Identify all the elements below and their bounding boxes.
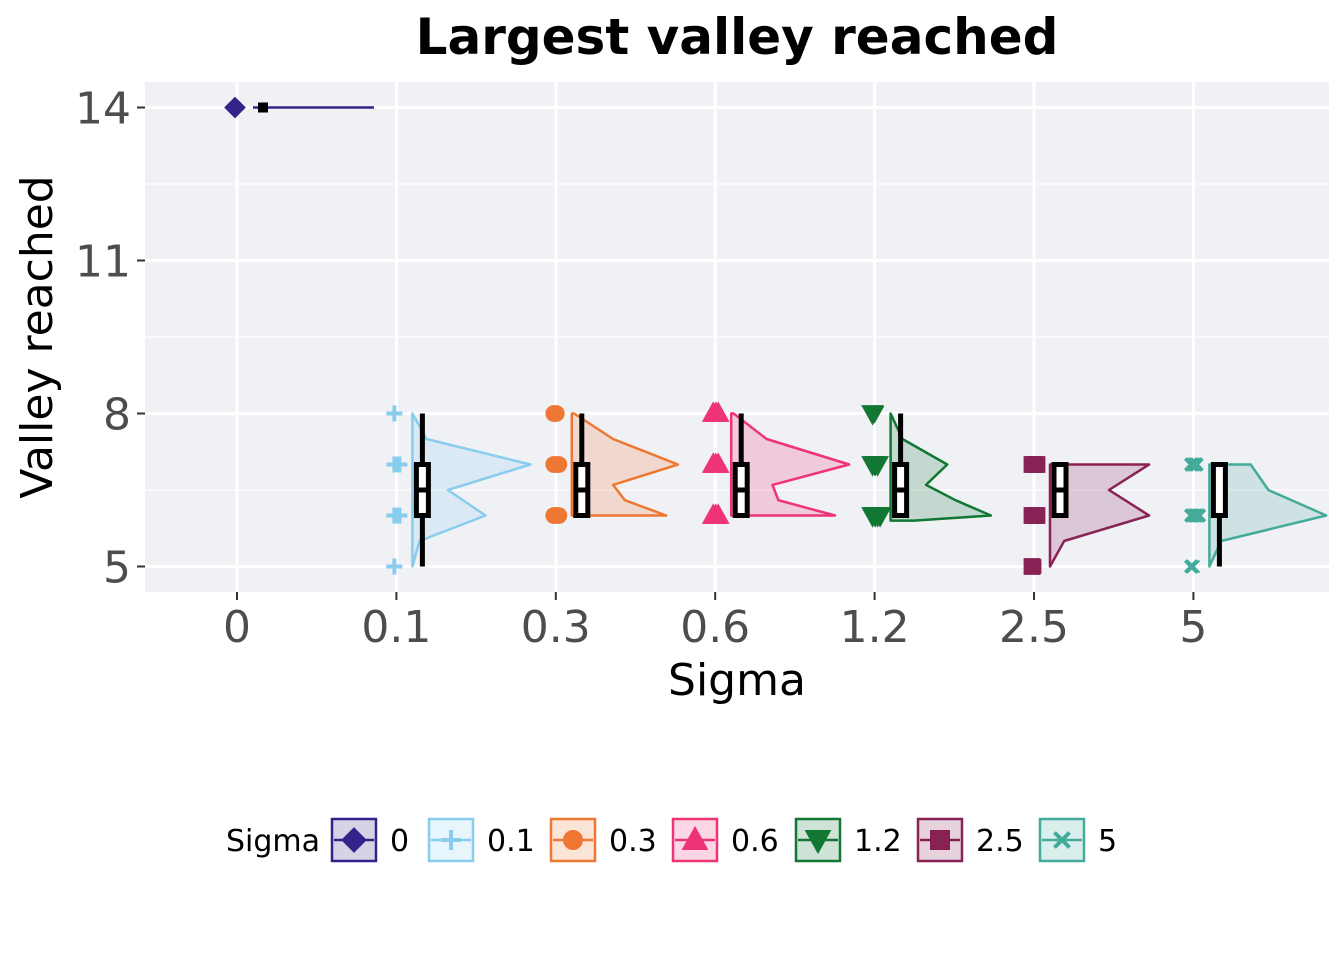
series-0.6: [701, 401, 851, 524]
data-point: [1191, 508, 1207, 523]
series-0.3: [545, 405, 680, 524]
outlier-point: [1186, 559, 1201, 574]
legend-label: 0.3: [609, 824, 657, 859]
outlier-point: [1026, 559, 1042, 574]
data-point: [706, 401, 730, 422]
legend-key-marker: [681, 825, 709, 850]
y-tick-label: 8: [103, 390, 131, 441]
y-tick-label: 5: [103, 543, 131, 594]
outlier-point: [864, 406, 885, 424]
legend-label: 0.1: [487, 824, 535, 859]
data-point: [1183, 559, 1199, 574]
data-point: [706, 452, 730, 473]
series-0: [224, 96, 374, 119]
data-point: [550, 507, 568, 524]
x-tick-label: 1.2: [840, 602, 910, 653]
x-tick-label: 0.6: [680, 602, 750, 653]
data-point: [224, 96, 246, 119]
data-point: [550, 456, 568, 473]
legend-label: 0.6: [731, 824, 779, 859]
legend-key-marker: [563, 830, 583, 850]
series-5: [1183, 457, 1328, 574]
legend-item-2.5: 2.5: [916, 817, 1024, 863]
legend-item-0: 0: [330, 817, 409, 863]
legend-key-marker: [804, 830, 832, 855]
series-2.5: [1023, 456, 1151, 575]
legend-key-marker: [441, 830, 461, 850]
box-median: [258, 102, 268, 113]
density-cloud: [411, 412, 532, 568]
density-cloud: [889, 412, 993, 522]
density-cloud: [729, 412, 851, 517]
data-point: [391, 456, 408, 473]
legend: Sigma 0 0.1 0.3 0.6 1.2 2.5 5: [226, 817, 1117, 863]
legend-key-marker: [930, 830, 950, 850]
legend-item-0.1: 0.1: [427, 817, 535, 863]
y-axis-title: Valley reached: [12, 175, 63, 498]
data-point: [866, 456, 889, 477]
density-cloud: [570, 412, 680, 517]
x-tick-label: 0.3: [521, 602, 591, 653]
box-iqr: [1210, 462, 1228, 518]
x-tick-label: 0.1: [361, 602, 431, 653]
data-point: [386, 558, 403, 575]
legend-key-marker: [1053, 831, 1071, 849]
legend-item-0.6: 0.6: [671, 817, 779, 863]
density-cloud: [1048, 463, 1151, 568]
series-1.2: [861, 405, 993, 528]
y-tick-label: 11: [75, 237, 131, 288]
data-point: [391, 507, 408, 524]
data-point: [706, 503, 730, 524]
legend-key-marker: [341, 827, 367, 853]
data-point: [1028, 456, 1046, 473]
legend-label: 5: [1098, 824, 1117, 859]
data-point: [386, 405, 403, 422]
legend-label: 2.5: [976, 824, 1024, 859]
legend-item-5: 5: [1038, 817, 1117, 863]
data-point: [1188, 457, 1204, 472]
legend-item-1.2: 1.2: [794, 817, 902, 863]
chart-title: Largest valley reached: [416, 8, 1059, 66]
legend-item-0.3: 0.3: [549, 817, 657, 863]
data-point: [868, 507, 892, 528]
x-tick-label: 0: [223, 602, 251, 653]
data-point: [547, 405, 565, 422]
x-axis-ticks: 0 0.1 0.3 0.6 1.2 2.5 5: [223, 592, 1207, 653]
legend-label: 1.2: [854, 824, 902, 859]
x-tick-label: 2.5: [999, 602, 1069, 653]
y-tick-label: 14: [75, 84, 131, 135]
data-point: [1028, 507, 1046, 524]
x-axis-title: Sigma: [668, 655, 806, 706]
legend-label: 0: [390, 824, 409, 859]
series-marks: [224, 96, 1328, 575]
series-0.1: [386, 405, 532, 575]
y-axis-ticks: 5 8 11 14: [75, 84, 145, 594]
legend-title: Sigma: [226, 824, 320, 859]
x-tick-label: 5: [1179, 602, 1207, 653]
